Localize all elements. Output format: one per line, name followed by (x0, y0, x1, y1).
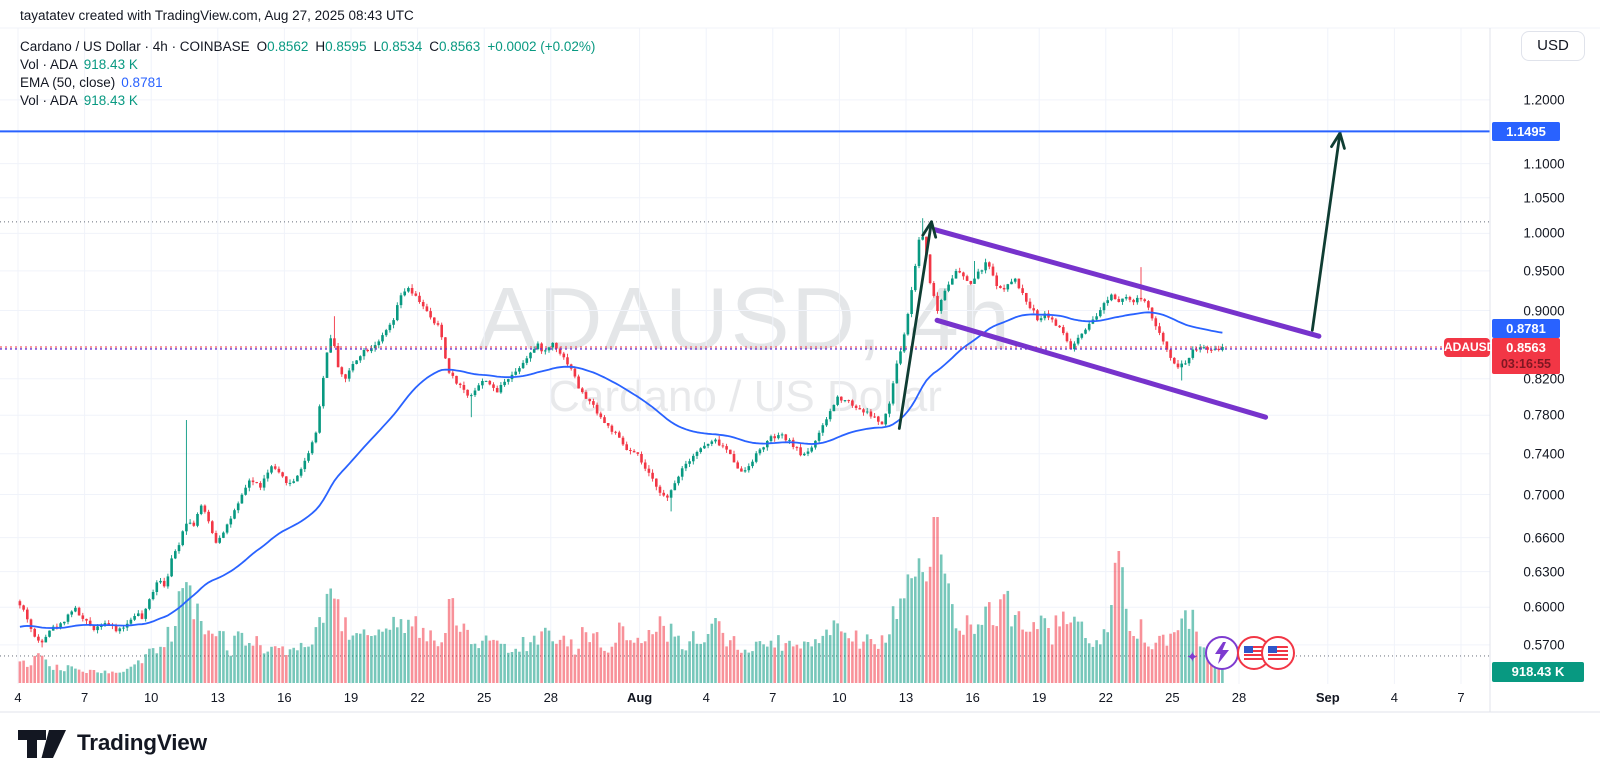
time-tick-7: 7 (80, 690, 89, 705)
tradingview-logo-text: TradingView (77, 730, 207, 755)
legend-row-1[interactable]: EMA (50, close) 0.8781 (20, 74, 595, 92)
us-flag-glyph (1268, 645, 1288, 661)
tradingview-logo[interactable]: TradingView (16, 726, 207, 760)
time-tick-19: 19 (343, 690, 359, 705)
bar-countdown: 03:16:55 (1500, 356, 1552, 371)
projection-arrow-2[interactable] (1310, 131, 1346, 332)
dotted-level-lines (0, 221, 1490, 657)
chart-legend[interactable]: Cardano / US Dollar · 4h · COINBASE O0.85… (20, 38, 595, 110)
tradingview-logo-mark (18, 730, 66, 758)
channel-upper-trendline[interactable] (932, 227, 1322, 339)
price-tick-0.9000: 0.9000 (1523, 303, 1565, 318)
indicator-label: EMA (50, close) (20, 75, 116, 90)
time-tick-19: 19 (1031, 690, 1047, 705)
legend-row-2[interactable]: Vol · ADA 918.43 K (20, 92, 595, 110)
ohlc-values: O0.8562 H0.8595 L0.8534 C0.8563 +0.0002 (+0.… (250, 39, 596, 54)
indicator-value: 0.8781 (121, 75, 163, 90)
us-flag-glyph (1244, 645, 1264, 661)
time-tick-22: 22 (410, 690, 425, 705)
us-flag-event-icon-2[interactable] (1261, 636, 1295, 670)
attribution-text: tayatatev created with TradingView.com, … (20, 8, 414, 23)
sparkle-icon: ✦ (1186, 649, 1199, 666)
projection-arrow-1[interactable] (897, 220, 938, 430)
time-tick-Aug: Aug (626, 690, 653, 705)
price-tick-0.8200: 0.8200 (1523, 371, 1565, 387)
time-tick-13: 13 (210, 690, 226, 705)
price-tick-0.6600: 0.6600 (1523, 530, 1565, 546)
time-tick-16: 16 (277, 690, 292, 705)
legend-symbol-row[interactable]: Cardano / US Dollar · 4h · COINBASE O0.85… (20, 38, 595, 56)
time-tick-16: 16 (965, 690, 980, 705)
currency-toggle-button[interactable]: USD (1521, 31, 1585, 61)
price-tick-0.7800: 0.7800 (1523, 407, 1565, 423)
indicator-label: Vol · ADA (20, 57, 78, 72)
ohlc-C: C0.8563 (429, 39, 481, 54)
price-tick-0.9500: 0.9500 (1523, 263, 1565, 279)
indicator-label: Vol · ADA (20, 93, 78, 108)
ema-value-badge: 0.8781 (1492, 319, 1560, 338)
ohlc-H: H0.8595 (315, 39, 367, 54)
time-tick-28: 28 (1231, 690, 1247, 705)
grid-lines (0, 28, 1490, 684)
indicator-value: 918.43 K (83, 93, 138, 108)
legend-indicator-rows: Vol · ADA 918.43 K EMA (50, close) 0.8781 Vo… (20, 56, 595, 110)
time-tick-10: 10 (832, 690, 847, 705)
ohlc-L: L0.8534 (373, 39, 423, 54)
price-chart-canvas[interactable] (0, 0, 1600, 714)
time-tick-25: 25 (1165, 690, 1180, 705)
time-tick-22: 22 (1098, 690, 1114, 705)
ema-line (19, 311, 1223, 629)
price-tick-1.0000: 1.0000 (1523, 225, 1565, 241)
legend-title[interactable]: Cardano / US Dollar · 4h · COINBASE (20, 39, 250, 54)
price-tick-1.2000: 1.2000 (1523, 92, 1565, 108)
time-tick-25: 25 (476, 690, 492, 705)
time-tick-13: 13 (898, 690, 914, 705)
time-tick-28: 28 (543, 690, 559, 705)
time-tick-4: 4 (1390, 690, 1399, 705)
target-price-badge: 1.1495 (1492, 121, 1560, 141)
change-value: +0.0002 (+0.02%) (487, 39, 596, 54)
channel-lower-trendline[interactable] (934, 317, 1269, 420)
price-tick-0.6000: 0.6000 (1523, 599, 1565, 615)
price-tick-0.6300: 0.6300 (1523, 564, 1565, 580)
price-tick-0.7000: 0.7000 (1523, 487, 1565, 502)
time-tick-7: 7 (1457, 690, 1465, 705)
volume-value-badge: 918.43 K (1492, 662, 1584, 682)
time-tick-7: 7 (769, 690, 777, 705)
ohlc-O: O0.8562 (256, 39, 309, 54)
symbol-label-badge: ADAUSD (1444, 337, 1495, 357)
legend-row-0[interactable]: Vol · ADA 918.43 K (20, 56, 595, 74)
last-price-value: 0.8563 (1506, 339, 1546, 355)
price-tick-0.5700: 0.5700 (1523, 637, 1565, 653)
price-tick-1.1000: 1.1000 (1523, 156, 1565, 172)
axis-borders (0, 27, 1600, 713)
volume-bars (18, 517, 1224, 683)
price-tick-0.7400: 0.7400 (1523, 446, 1565, 462)
last-price-badge: 0.8563 03:16:55 (1492, 337, 1560, 374)
price-tick-1.0500: 1.0500 (1523, 190, 1565, 206)
candles (18, 218, 1224, 648)
indicator-value: 918.43 K (83, 57, 138, 72)
time-tick-10: 10 (143, 690, 159, 705)
time-tick-4: 4 (702, 690, 710, 705)
lightning-bolt-glyph (1215, 642, 1229, 664)
lightning-event-icon[interactable] (1205, 636, 1239, 670)
time-tick-4: 4 (14, 690, 22, 705)
time-tick-Sep: Sep (1315, 690, 1340, 705)
